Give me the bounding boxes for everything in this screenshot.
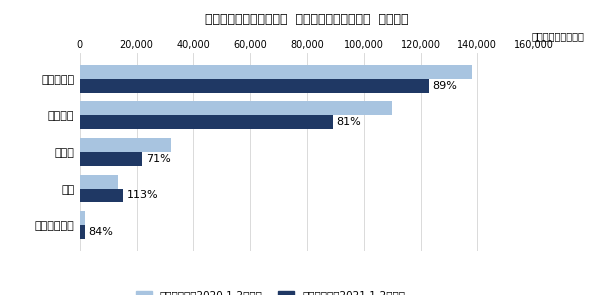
- Text: 113%: 113%: [126, 191, 158, 201]
- Bar: [80, 115, 333, 129]
- Legend: 前シーズン（2020.1-2合算）, 今シーズン（2021.1-2合算）: 前シーズン（2020.1-2合算）, 今シーズン（2021.1-2合算）: [132, 286, 410, 295]
- Text: 71%: 71%: [146, 154, 171, 164]
- Bar: [80, 65, 472, 79]
- Bar: [80, 138, 171, 152]
- Text: 81%: 81%: [336, 117, 360, 127]
- Bar: [80, 175, 118, 189]
- Bar: [80, 101, 392, 115]
- Bar: [80, 225, 85, 239]
- Text: 89%: 89%: [432, 81, 457, 91]
- Bar: [80, 152, 142, 166]
- Text: 84%: 84%: [88, 227, 113, 237]
- Bar: [80, 189, 123, 202]
- Bar: [80, 211, 85, 225]
- Bar: [80, 79, 429, 93]
- Text: 処方せん枚数（枚）: 処方せん枚数（枚）: [531, 31, 584, 41]
- Title: 第二世代抗ヒスタミン剤  診療科別処方せん枚数  前年比較: 第二世代抗ヒスタミン剤 診療科別処方せん枚数 前年比較: [205, 13, 409, 26]
